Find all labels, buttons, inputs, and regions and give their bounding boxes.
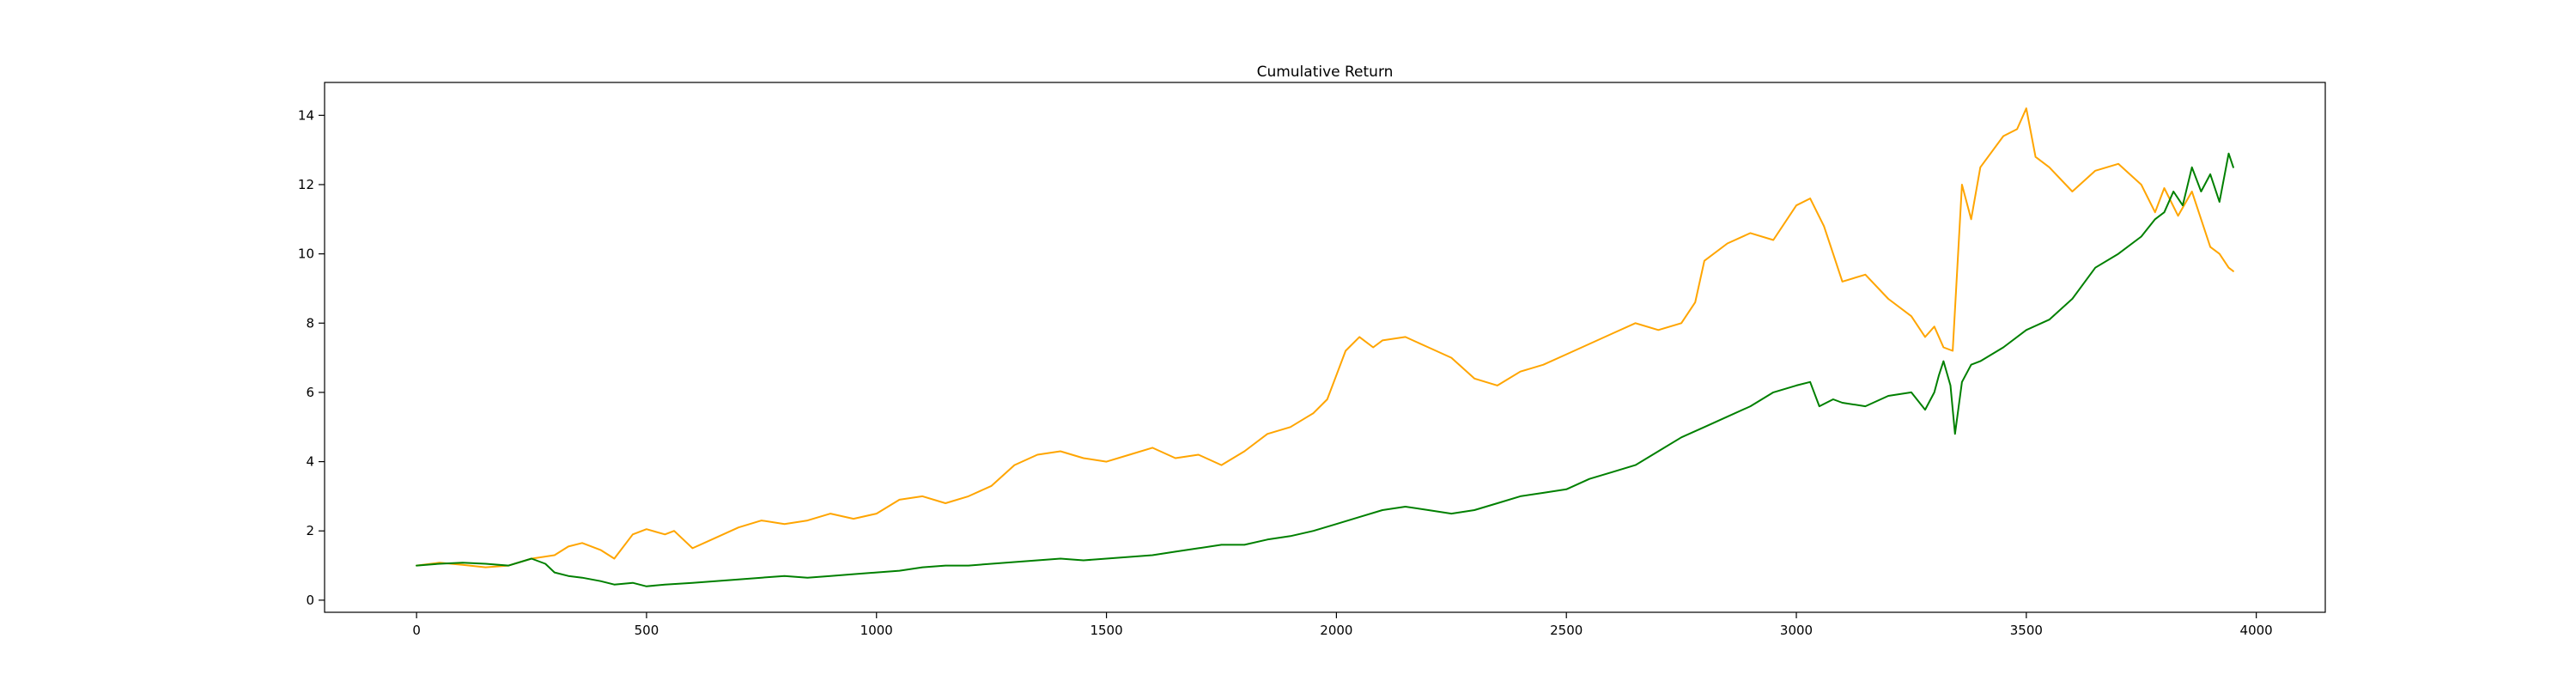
- x-tick-label: 1000: [860, 623, 893, 638]
- y-tick-label: 8: [306, 315, 314, 331]
- y-tick-label: 4: [306, 454, 314, 470]
- x-tick-label: 500: [635, 623, 659, 638]
- chart-title: Cumulative Return: [1257, 64, 1394, 81]
- x-tick-label: 1500: [1090, 623, 1122, 638]
- series-line-1: [416, 107, 2234, 568]
- y-tick-label: 12: [298, 177, 314, 192]
- y-tick-label: 6: [306, 385, 314, 400]
- x-tick-label: 0: [412, 623, 421, 638]
- y-tick-label: 0: [306, 593, 314, 608]
- y-axis: 0 2 4 6 8 10 12 14: [298, 107, 325, 608]
- y-tick-label: 10: [298, 246, 314, 262]
- series-line-2: [416, 152, 2234, 587]
- y-tick-label: 2: [306, 523, 314, 538]
- plot-frame: [324, 82, 2326, 613]
- x-tick-label: 2000: [1320, 623, 1352, 638]
- x-tick-label: 3000: [1780, 623, 1813, 638]
- series-layer: [416, 107, 2234, 587]
- x-axis: 0 500 1000 1500 2000 2500 3000 3500 4000: [412, 612, 2273, 638]
- y-tick-label: 14: [298, 107, 314, 123]
- x-tick-label: 3500: [2010, 623, 2043, 638]
- x-tick-label: 2500: [1550, 623, 1583, 638]
- x-tick-label: 4000: [2240, 623, 2273, 638]
